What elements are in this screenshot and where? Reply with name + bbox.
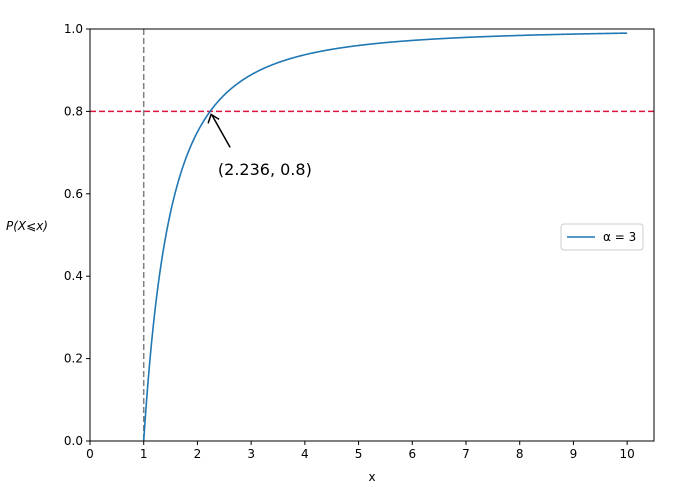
y-tick-label: 0.0 — [64, 434, 83, 448]
annotation-arrow-shaft — [211, 115, 231, 148]
x-tick-label: 2 — [194, 447, 202, 461]
y-tick-label: 0.2 — [64, 352, 83, 366]
legend: α = 3 — [560, 223, 644, 251]
x-tick-label: 9 — [570, 447, 578, 461]
annotation-label: (2.236, 0.8) — [218, 160, 312, 179]
x-tick-label: 3 — [247, 447, 255, 461]
legend-box — [560, 223, 644, 251]
y-tick-label: 0.6 — [64, 187, 83, 201]
x-tick-label: 1 — [140, 447, 148, 461]
x-tick-label: 10 — [620, 447, 635, 461]
x-tick-label: 7 — [462, 447, 470, 461]
y-axis-label: P(X⩽x) — [6, 219, 48, 233]
x-tick-label: 6 — [408, 447, 416, 461]
series-line-alpha-3 — [142, 32, 628, 442]
annotation-arrow-head — [207, 113, 220, 124]
legend-label-alpha-3: α = 3 — [603, 230, 636, 244]
x-tick-label: 4 — [301, 447, 309, 461]
x-tick-label: 8 — [516, 447, 524, 461]
y-tick-label: 1.0 — [64, 22, 83, 36]
x-tick-label: 0 — [86, 447, 94, 461]
y-tick-label: 0.8 — [64, 104, 83, 118]
axes-frame — [89, 28, 655, 442]
x-tick-label: 5 — [355, 447, 363, 461]
y-tick-label: 0.4 — [64, 269, 83, 283]
x-axis-label: x — [368, 470, 375, 484]
